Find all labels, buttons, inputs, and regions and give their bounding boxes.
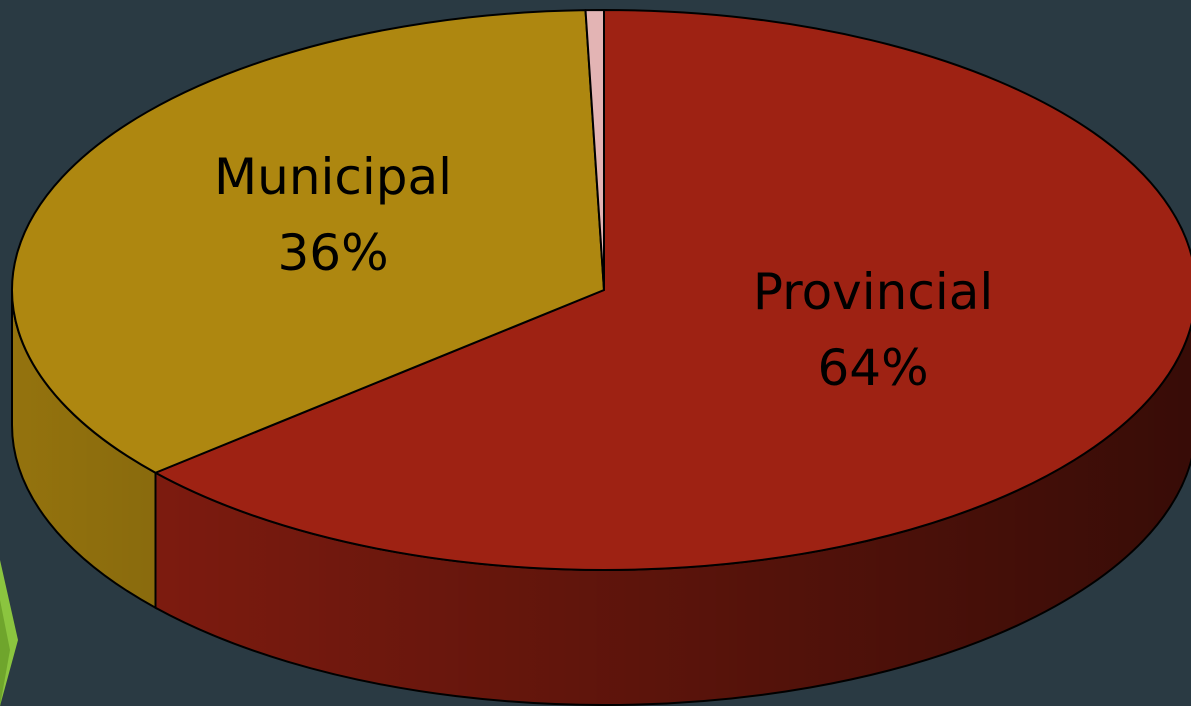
slice-value-label: 64% bbox=[818, 339, 929, 397]
slice-label: Provincial bbox=[753, 263, 993, 321]
slice bbox=[154, 9, 1191, 571]
slice bbox=[584, 9, 605, 291]
pie-labels: Provincial 64% Municipal 36% bbox=[214, 148, 993, 397]
decoration bbox=[0, 600, 10, 706]
slice-label: Municipal bbox=[214, 148, 452, 206]
slice bbox=[11, 9, 605, 474]
slice-value-label: 36% bbox=[277, 224, 388, 282]
pie-tops bbox=[11, 9, 1191, 571]
